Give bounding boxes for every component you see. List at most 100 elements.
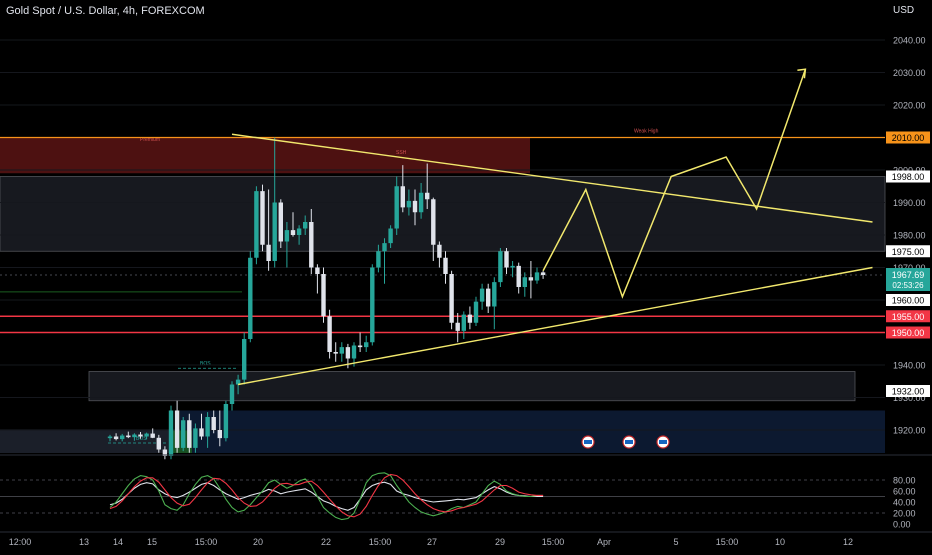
countdown-label: 02:53:26 <box>892 281 924 290</box>
candle-body <box>473 301 479 323</box>
candle <box>150 428 155 439</box>
demand-zone <box>88 371 856 402</box>
candle-body <box>412 200 418 213</box>
price-tag-1960-bg <box>886 294 930 306</box>
osc-series-0 <box>109 481 544 511</box>
bos-label-2: BOS <box>136 436 147 442</box>
candle-body <box>449 274 454 323</box>
candle-body <box>388 228 393 244</box>
candle-body <box>290 230 296 235</box>
candle <box>522 272 527 297</box>
candle <box>528 261 534 299</box>
price-tag-1950-bg <box>886 326 930 339</box>
candle-body <box>187 420 192 448</box>
candle <box>461 311 466 339</box>
candle-body <box>333 352 338 354</box>
candle <box>168 405 174 460</box>
candle <box>138 431 143 439</box>
candle-body <box>150 433 155 438</box>
candle <box>296 225 302 245</box>
price-tag-1998-bg <box>886 170 930 183</box>
candle <box>132 433 137 441</box>
candle <box>370 264 375 346</box>
x-tick-label: 12:00 <box>9 537 32 547</box>
ssh-label: SSH <box>396 150 407 156</box>
candle-body <box>113 436 119 440</box>
projection-path <box>542 69 807 299</box>
candle-body <box>242 339 247 380</box>
candle <box>229 381 235 411</box>
candle-body <box>126 435 131 438</box>
candle <box>357 332 363 352</box>
candle <box>339 342 344 362</box>
candle <box>266 189 271 271</box>
candle-body <box>120 435 125 440</box>
candle <box>193 423 198 453</box>
premium-label: Premium <box>140 137 160 143</box>
candle <box>321 267 326 323</box>
candle-body <box>181 420 186 448</box>
price-tag-1955-bg <box>886 310 930 323</box>
candle <box>479 283 485 310</box>
flag-stripe <box>584 440 592 444</box>
candle-body <box>431 199 436 245</box>
candle <box>113 433 119 441</box>
candle-body <box>248 257 253 339</box>
candle-body <box>199 428 204 437</box>
us-event-icon <box>622 435 636 449</box>
candle <box>223 400 229 442</box>
x-tick-label: 29 <box>495 537 505 547</box>
candle <box>284 222 290 268</box>
candle-body <box>437 244 442 258</box>
candle-body <box>260 191 265 245</box>
candle-body <box>266 244 271 261</box>
candle-body <box>425 192 430 200</box>
price-tag-2010-bg <box>886 131 930 144</box>
price-tag-1955: 1955.00 <box>892 312 925 322</box>
candle <box>388 225 393 248</box>
candle-body <box>296 228 302 235</box>
x-tick-label: 14 <box>113 537 123 547</box>
x-tick-label: 27 <box>427 537 437 547</box>
candle-body <box>357 345 363 348</box>
candle-body <box>284 230 290 242</box>
candle <box>260 184 265 252</box>
price-tag-1932-bg <box>886 385 930 397</box>
upper-range-zone <box>0 176 886 252</box>
candle <box>449 270 454 330</box>
candle-body <box>492 282 497 307</box>
candle <box>181 417 186 452</box>
candle-body <box>522 277 527 287</box>
candle <box>333 342 338 362</box>
candle-body <box>455 322 460 331</box>
candle-body <box>272 202 277 261</box>
candle-body <box>345 347 351 359</box>
candle-body <box>303 222 308 229</box>
candle-body <box>217 430 222 439</box>
x-tick-label: 15 <box>147 537 157 547</box>
candle <box>242 332 247 385</box>
candle <box>162 446 168 460</box>
candle <box>504 248 509 274</box>
candle <box>156 434 161 453</box>
x-tick-label: 15:00 <box>369 537 392 547</box>
y-tick-label: 1930.00 <box>893 393 926 403</box>
candle <box>473 296 479 326</box>
x-tick-label: 15:00 <box>716 537 739 547</box>
last-price-label: 1967.69 <box>892 270 925 280</box>
candle-body <box>382 243 387 252</box>
premium-zone <box>0 137 530 174</box>
y-tick-label: 2020.00 <box>893 101 926 111</box>
candle <box>412 189 418 226</box>
osc-tick-label: 40.00 <box>893 498 916 508</box>
bos-label: BOS <box>200 361 211 367</box>
candle-body <box>528 277 534 281</box>
us-event-icon <box>656 435 670 449</box>
candle <box>327 309 332 359</box>
candle-body <box>418 192 424 213</box>
candle-body <box>144 433 149 437</box>
candle <box>309 209 314 274</box>
candle-body <box>479 288 485 302</box>
